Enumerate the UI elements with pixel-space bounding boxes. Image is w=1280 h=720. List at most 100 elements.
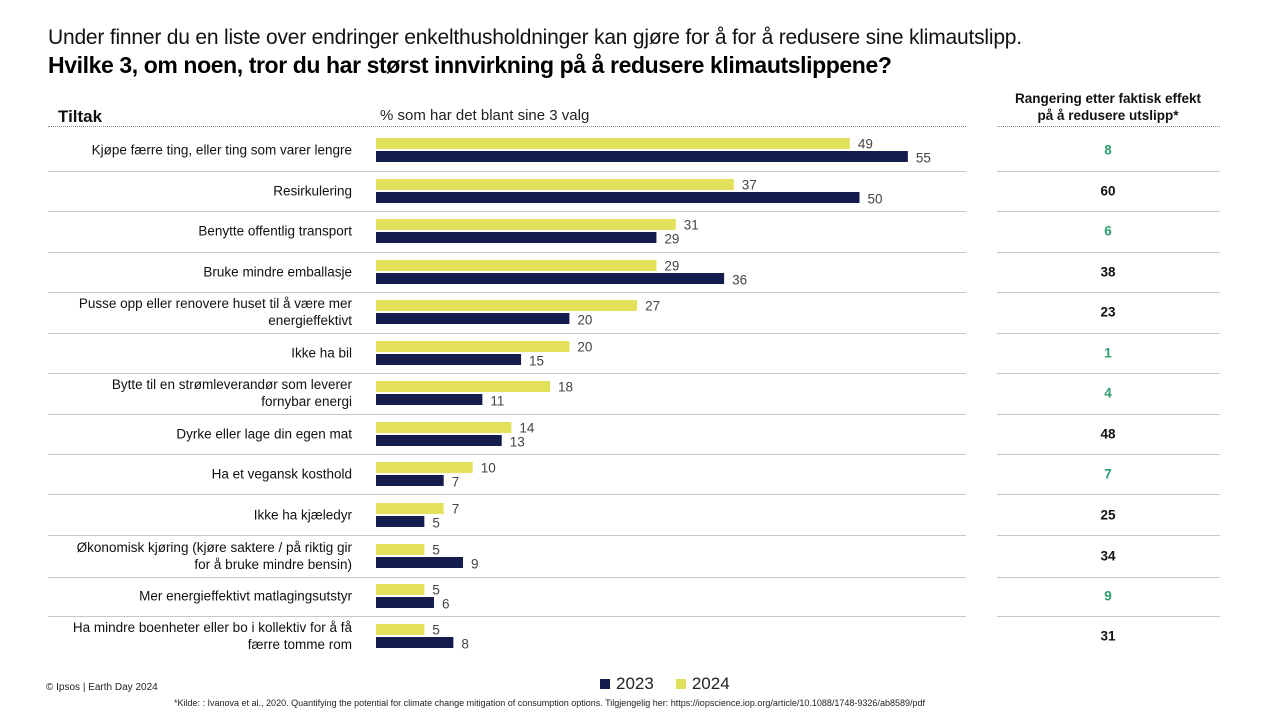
rank-value: 38	[1100, 264, 1116, 280]
bar-2024	[376, 300, 638, 311]
header-divider-left	[48, 126, 966, 127]
row-label-line1: Mer energieffektivt matlagingsutstyr	[139, 588, 352, 604]
bar-2024	[376, 544, 425, 555]
row-divider-right	[997, 252, 1220, 253]
data-label-2024: 5	[432, 583, 440, 598]
row-label: Ikke ha kjæledyr	[32, 507, 352, 524]
row-divider-left	[48, 211, 966, 212]
row-label-line2: fornybar energi	[261, 394, 352, 409]
data-label-2023: 9	[471, 557, 479, 572]
row-label-line2: energieffektivt	[268, 313, 352, 328]
row-label-line1: Ha et vegansk kosthold	[211, 466, 352, 482]
bar-2023	[376, 516, 425, 527]
data-label-2024: 14	[519, 421, 535, 436]
bar-2024	[376, 260, 657, 271]
bar-2023	[376, 151, 908, 162]
bar-2023	[376, 313, 570, 324]
bar-2023	[376, 192, 860, 203]
data-label-2023: 20	[577, 313, 592, 328]
row-divider-left	[48, 373, 966, 374]
row-label: Dyrke eller lage din egen mat	[32, 426, 352, 443]
row-divider-left	[48, 333, 966, 334]
row-divider-right	[997, 373, 1220, 374]
column-header-percent: % som har det blant sine 3 valg	[380, 107, 590, 124]
data-label-2024: 37	[742, 178, 757, 193]
rank-value: 48	[1100, 426, 1116, 442]
data-label-2024: 49	[858, 137, 873, 152]
column-header-ranking: Rangering etter faktisk effekt på å redu…	[996, 90, 1220, 124]
source-footnote: *Kilde: : Ivanova et al., 2020. Quantify…	[174, 698, 925, 708]
row-divider-right	[997, 414, 1220, 415]
bar-2024	[376, 219, 676, 230]
row-label-line1: Kjøpe færre ting, eller ting som varer l…	[91, 142, 352, 158]
row-label-line1: Ikke ha kjæledyr	[253, 507, 352, 523]
bar-2023	[376, 354, 522, 365]
row-divider-left	[48, 616, 966, 617]
row-divider-right	[997, 535, 1220, 536]
bar-2024	[376, 422, 512, 433]
bar-2023	[376, 232, 657, 243]
row-label: Bytte til en strømleverandør som leverer…	[32, 376, 352, 410]
legend-swatch-2023	[600, 679, 610, 689]
row-label-line2: færre tomme rom	[247, 637, 352, 652]
rank-value: 7	[1104, 466, 1112, 482]
bar-2023	[376, 597, 435, 608]
row-label: Ikke ha bil	[32, 345, 352, 362]
bar-2023	[376, 435, 502, 446]
data-label-2024: 20	[577, 340, 592, 355]
bar-2024	[376, 624, 425, 635]
row-divider-right	[997, 211, 1220, 212]
row-label: Mer energieffektivt matlagingsutstyr	[32, 588, 352, 605]
bar-2024	[376, 381, 551, 392]
bar-2024	[376, 179, 734, 190]
row-label: Ha et vegansk kosthold	[32, 466, 352, 483]
row-label-line1: Bruke mindre emballasje	[203, 264, 352, 280]
row-label: Bruke mindre emballasje	[32, 264, 352, 281]
data-label-2023: 5	[432, 516, 440, 531]
header-divider-right	[997, 126, 1220, 127]
row-divider-right	[997, 494, 1220, 495]
row-label-line1: Resirkulering	[273, 183, 352, 199]
row-divider-left	[48, 292, 966, 293]
chart-subtitle: Under finner du en liste over endringer …	[48, 26, 1022, 49]
data-label-2024: 18	[558, 380, 573, 395]
row-divider-right	[997, 292, 1220, 293]
row-divider-right	[997, 577, 1220, 578]
data-label-2024: 10	[481, 461, 496, 476]
row-label-line1: Pusse opp eller renovere huset til å vær…	[78, 296, 352, 311]
chart-title: Hvilke 3, om noen, tror du har størst in…	[48, 52, 892, 78]
row-label-line2: for å bruke mindre bensin)	[194, 557, 352, 572]
row-divider-left	[48, 577, 966, 578]
data-label-2023: 15	[529, 354, 544, 369]
row-label: Benytte offentlig transport	[32, 223, 352, 240]
row-divider-left	[48, 252, 966, 253]
bar-2023	[376, 637, 454, 648]
row-divider-right	[997, 333, 1220, 334]
rank-value: 6	[1104, 223, 1112, 239]
data-label-2024: 7	[452, 502, 460, 517]
bar-2024	[376, 503, 444, 514]
row-label-line1: Økonomisk kjøring (kjøre saktere / på ri…	[76, 540, 352, 555]
bar-2024	[376, 138, 850, 149]
row-label: Kjøpe færre ting, eller ting som varer l…	[32, 142, 352, 159]
data-label-2024: 29	[664, 259, 679, 274]
data-label-2024: 5	[432, 623, 440, 638]
legend-item-2023: 2023	[600, 674, 654, 694]
bar-2023	[376, 475, 444, 486]
data-label-2023: 55	[916, 151, 931, 166]
row-label: Resirkulering	[32, 183, 352, 200]
row-divider-left	[48, 414, 966, 415]
data-label-2023: 36	[732, 273, 747, 288]
rank-value: 31	[1100, 628, 1116, 644]
row-divider-right	[997, 171, 1220, 172]
row-label: Pusse opp eller renovere huset til å vær…	[32, 295, 352, 329]
data-label-2023: 6	[442, 597, 450, 612]
row-divider-left	[48, 454, 966, 455]
row-label-line1: Ha mindre boenheter eller bo i kollektiv…	[72, 620, 352, 635]
ranking-header-line2: på å redusere utslipp*	[1037, 108, 1179, 123]
rank-value: 4	[1104, 385, 1112, 401]
legend: 2023 2024	[600, 674, 752, 694]
copyright: © Ipsos | Earth Day 2024	[46, 682, 158, 693]
rank-value: 34	[1100, 548, 1116, 564]
